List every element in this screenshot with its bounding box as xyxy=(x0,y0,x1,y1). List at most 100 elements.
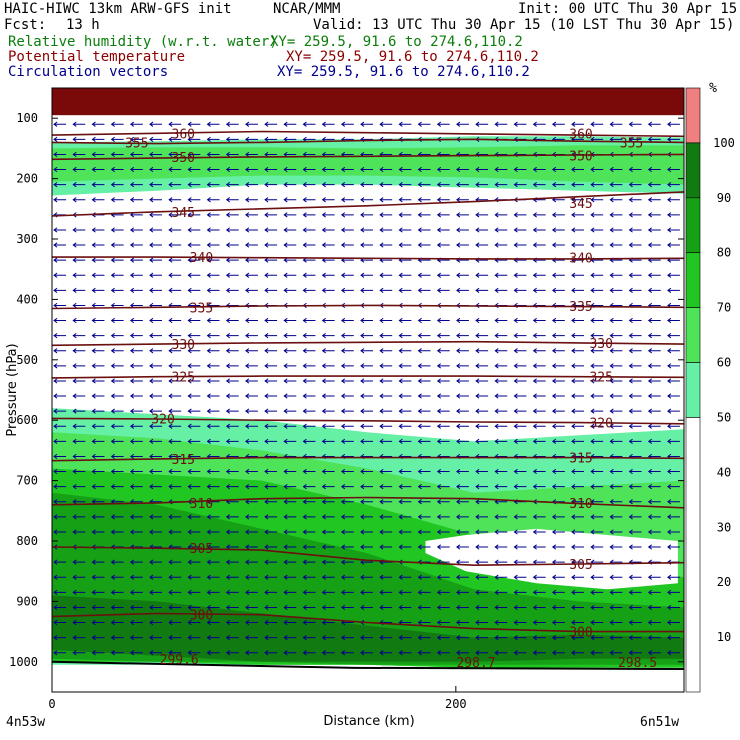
wind-vector xyxy=(149,393,162,399)
wind-vector xyxy=(129,484,143,490)
wind-vector xyxy=(609,484,623,490)
wind-vector xyxy=(494,559,508,565)
wind-vector xyxy=(513,272,527,278)
wind-vector xyxy=(245,363,258,369)
wind-vector xyxy=(379,287,393,293)
wind-vector xyxy=(72,453,86,460)
wind-vector xyxy=(590,378,604,384)
wind-vector xyxy=(628,393,642,399)
wind-vector xyxy=(149,423,162,429)
wind-vector xyxy=(340,393,354,399)
wind-vector xyxy=(187,529,201,535)
wind-vector xyxy=(206,589,220,595)
wind-vector xyxy=(53,589,67,595)
wind-vector xyxy=(225,514,239,520)
wind-vector xyxy=(340,408,354,414)
wind-vector xyxy=(379,333,393,339)
wind-vector xyxy=(168,438,182,444)
wind-vector xyxy=(456,650,469,656)
wind-vector xyxy=(456,635,469,641)
wind-vector xyxy=(667,408,680,414)
wind-vector xyxy=(417,197,431,203)
wind-vector xyxy=(360,363,373,369)
wind-vector xyxy=(340,227,354,233)
wind-vector xyxy=(513,619,527,626)
wind-vector xyxy=(72,121,86,127)
wind-vector xyxy=(302,393,316,399)
colorbar-level: 20 xyxy=(717,575,731,589)
wind-vector xyxy=(398,378,412,384)
wind-vector xyxy=(264,272,278,278)
wind-vector xyxy=(245,529,258,535)
wind-vector xyxy=(532,317,546,324)
wind-vector xyxy=(283,378,297,384)
wind-vector xyxy=(532,529,546,535)
wind-vector xyxy=(129,619,143,626)
wind-vector xyxy=(321,393,335,399)
wind-vector xyxy=(647,408,661,414)
wind-vector xyxy=(264,242,278,248)
wind-vector xyxy=(340,166,354,173)
wind-vector xyxy=(628,650,642,656)
wind-vector xyxy=(321,438,335,444)
wind-vector xyxy=(551,121,565,127)
wind-vector xyxy=(494,166,508,173)
wind-vector xyxy=(206,257,220,263)
wind-vector xyxy=(398,182,412,188)
wind-vector xyxy=(475,378,489,384)
wind-vector xyxy=(571,619,584,626)
wind-vector xyxy=(283,333,297,339)
wind-vector xyxy=(245,499,258,505)
wind-vector xyxy=(187,484,201,490)
wind-vector xyxy=(321,484,335,490)
wind-vector xyxy=(417,348,431,354)
wind-vector xyxy=(206,378,220,384)
rh-saturated-band xyxy=(52,88,684,116)
wind-vector xyxy=(379,650,393,656)
wind-vector xyxy=(302,559,316,565)
wind-vector xyxy=(225,212,239,218)
isentrope-label: 320 xyxy=(151,412,174,427)
wind-vector xyxy=(628,514,642,520)
wind-vector xyxy=(168,559,182,565)
wind-vector xyxy=(628,408,642,414)
wind-vector xyxy=(283,272,297,278)
wind-vector xyxy=(321,529,335,535)
wind-vector xyxy=(398,197,412,203)
wind-vector xyxy=(206,574,220,580)
wind-vector xyxy=(110,302,124,309)
wind-vector xyxy=(475,529,489,535)
wind-vector xyxy=(667,317,680,324)
wind-vector xyxy=(456,619,469,626)
wind-vector xyxy=(206,619,220,626)
wind-vector xyxy=(264,136,278,142)
wind-vector xyxy=(206,317,220,324)
wind-vector xyxy=(129,514,143,520)
wind-vector xyxy=(91,559,105,565)
wind-vector xyxy=(628,484,642,490)
isentrope-355 xyxy=(51,138,685,145)
isentrope-label: 320 xyxy=(589,417,612,432)
wind-vector xyxy=(456,212,469,218)
wind-vector xyxy=(225,227,239,233)
wind-vector xyxy=(667,544,680,550)
wind-vector xyxy=(129,529,143,535)
wind-vector xyxy=(494,514,508,520)
wind-vector xyxy=(532,604,546,611)
wind-vector xyxy=(264,499,278,505)
wind-vector xyxy=(667,484,680,490)
wind-vector xyxy=(590,121,604,127)
wind-vector xyxy=(513,121,527,127)
wind-vector xyxy=(513,348,527,354)
wind-vector xyxy=(475,227,489,233)
wind-vector xyxy=(110,317,124,324)
wind-vector xyxy=(72,529,86,535)
wind-vector xyxy=(245,317,258,324)
valid-time: Valid: 13 UTC Thu 30 Apr 15 (10 LST Thu … xyxy=(313,17,735,33)
wind-vector xyxy=(264,151,278,158)
wind-vector xyxy=(667,393,680,399)
wind-vector xyxy=(72,423,86,429)
wind-vector xyxy=(628,544,642,550)
wind-vector xyxy=(494,182,508,188)
wind-vector xyxy=(571,317,584,324)
